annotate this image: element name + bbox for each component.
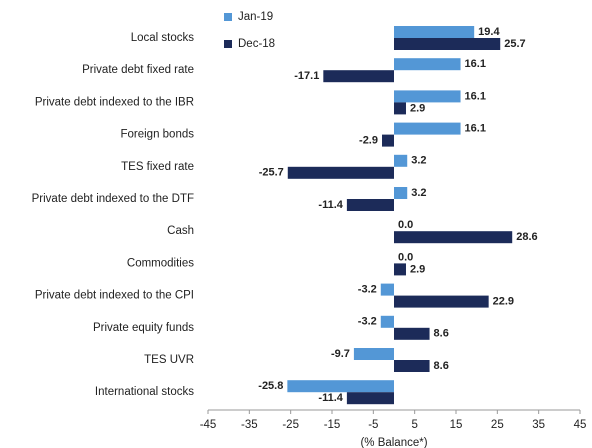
x-tick-label: -45 <box>200 419 217 431</box>
y-tick-label: Commodities <box>127 257 194 269</box>
bar <box>287 380 394 393</box>
y-tick-label: Cash <box>167 225 194 237</box>
bar <box>323 70 394 83</box>
value-label: 3.2 <box>411 155 426 167</box>
x-tick-label: -25 <box>282 419 299 431</box>
bar <box>394 187 408 199</box>
bar <box>394 26 475 38</box>
bar <box>394 102 406 115</box>
bar <box>394 360 430 372</box>
value-label: 19.4 <box>478 26 500 38</box>
value-label: -17.1 <box>294 70 319 82</box>
legend-label: Dec-18 <box>238 38 275 50</box>
value-label: -9.7 <box>331 348 350 360</box>
value-label: 16.1 <box>465 58 486 70</box>
value-label: -2.9 <box>359 135 378 147</box>
x-tick-label: 5 <box>411 419 417 431</box>
legend-swatch <box>224 40 232 48</box>
value-label: -3.2 <box>358 284 377 296</box>
x-tick-label: 15 <box>450 419 463 431</box>
x-axis-label: (% Balance*) <box>360 437 427 448</box>
y-tick-label: Private debt indexed to the DTF <box>32 193 194 205</box>
y-tick-label: Foreign bonds <box>120 129 194 141</box>
value-label: -3.2 <box>358 316 377 328</box>
value-label: -11.4 <box>318 392 343 404</box>
bar <box>394 231 513 244</box>
y-tick-label: International stocks <box>95 386 194 398</box>
value-label: 22.9 <box>493 296 514 308</box>
value-label: 0.0 <box>398 219 413 231</box>
value-label: 16.1 <box>465 90 486 102</box>
legend-label: Jan-19 <box>238 11 273 23</box>
x-tick-label: 45 <box>574 419 587 431</box>
value-label: -25.8 <box>258 380 283 392</box>
bar <box>380 283 394 296</box>
value-label: -25.7 <box>259 167 284 179</box>
bar <box>380 315 394 328</box>
x-tick-label: -5 <box>368 419 378 431</box>
y-tick-label: Private equity funds <box>93 322 194 334</box>
legend-swatch <box>224 13 232 21</box>
bar <box>346 392 394 405</box>
bar <box>394 122 461 135</box>
bar <box>382 134 394 147</box>
x-tick-label: 25 <box>491 419 504 431</box>
value-label: 2.9 <box>410 263 425 275</box>
value-label: 16.1 <box>465 123 486 135</box>
y-tick-label: TES UVR <box>144 354 194 366</box>
value-label: 2.9 <box>410 102 425 114</box>
bar <box>353 348 394 360</box>
y-tick-label: TES fixed rate <box>121 161 194 173</box>
value-label: -11.4 <box>318 199 343 211</box>
bar <box>394 154 408 167</box>
y-tick-label: Private debt indexed to the IBR <box>35 96 194 108</box>
value-label: 8.6 <box>434 360 449 372</box>
x-tick-label: -15 <box>324 419 341 431</box>
bar <box>394 295 489 308</box>
x-tick-label: -35 <box>241 419 258 431</box>
bar <box>394 263 406 276</box>
bar <box>394 58 461 71</box>
value-label: 3.2 <box>411 187 426 199</box>
value-label: 28.6 <box>516 231 537 243</box>
y-tick-label: Private debt fixed rate <box>82 64 194 76</box>
bar <box>287 166 394 179</box>
x-tick-label: 35 <box>532 419 545 431</box>
value-label: 0.0 <box>398 251 413 263</box>
y-tick-label: Private debt indexed to the CPI <box>35 290 194 302</box>
bar <box>394 90 461 103</box>
bar <box>394 327 430 340</box>
value-label: 25.7 <box>504 38 525 50</box>
y-tick-label: Local stocks <box>131 32 195 44</box>
bar <box>394 38 501 50</box>
value-label: 8.6 <box>434 328 449 340</box>
bar <box>346 199 394 211</box>
